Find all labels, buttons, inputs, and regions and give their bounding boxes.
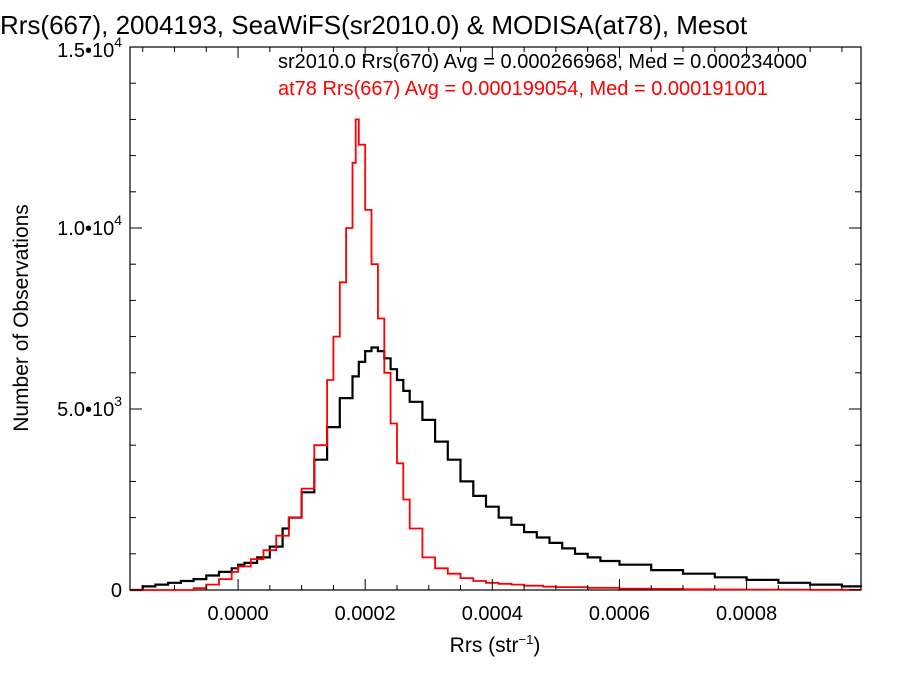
- y-tick-label: 1.5•104: [57, 34, 122, 62]
- annotation-0: sr2010.0 Rrs(670) Avg = 0.000266968, Med…: [278, 51, 807, 73]
- y-axis-label: Number of Observations: [10, 204, 33, 432]
- plot-frame: [129, 46, 862, 591]
- x-axis-label-exponent: −1: [519, 632, 534, 647]
- x-tick-label: 0.0008: [716, 603, 777, 625]
- series-line-1: [130, 118, 862, 591]
- x-tick-label: 0.0000: [207, 603, 268, 625]
- plot-area: [129, 46, 862, 591]
- y-tick-label: 5.0•103: [57, 393, 122, 421]
- series-line-0: [130, 346, 863, 592]
- chart-title: Rrs(667), 2004193, SeaWiFS(sr2010.0) & M…: [0, 10, 748, 40]
- axis-ticks: 0.0000 0.0002 0.0004 0.0006 0.0008 0 5.0•103 1.…: [57, 34, 861, 625]
- y-tick-label: 1.0•104: [57, 212, 122, 240]
- x-axis-label-base: Rrs (str: [450, 634, 519, 657]
- annotation-1: at78 Rrs(667) Avg = 0.000199054, Med = 0…: [278, 78, 768, 100]
- legend-annotations: sr2010.0 Rrs(670) Avg = 0.000266968, Med…: [278, 51, 807, 100]
- x-axis-label: Rrs (str−1): [450, 632, 541, 657]
- x-axis-label-close: ): [533, 634, 540, 657]
- series-group: [130, 118, 863, 592]
- y-tick-label: 0: [111, 580, 122, 602]
- x-tick-label: 0.0004: [462, 603, 523, 625]
- x-tick-label: 0.0002: [335, 603, 396, 625]
- x-tick-label: 0.0006: [589, 603, 650, 625]
